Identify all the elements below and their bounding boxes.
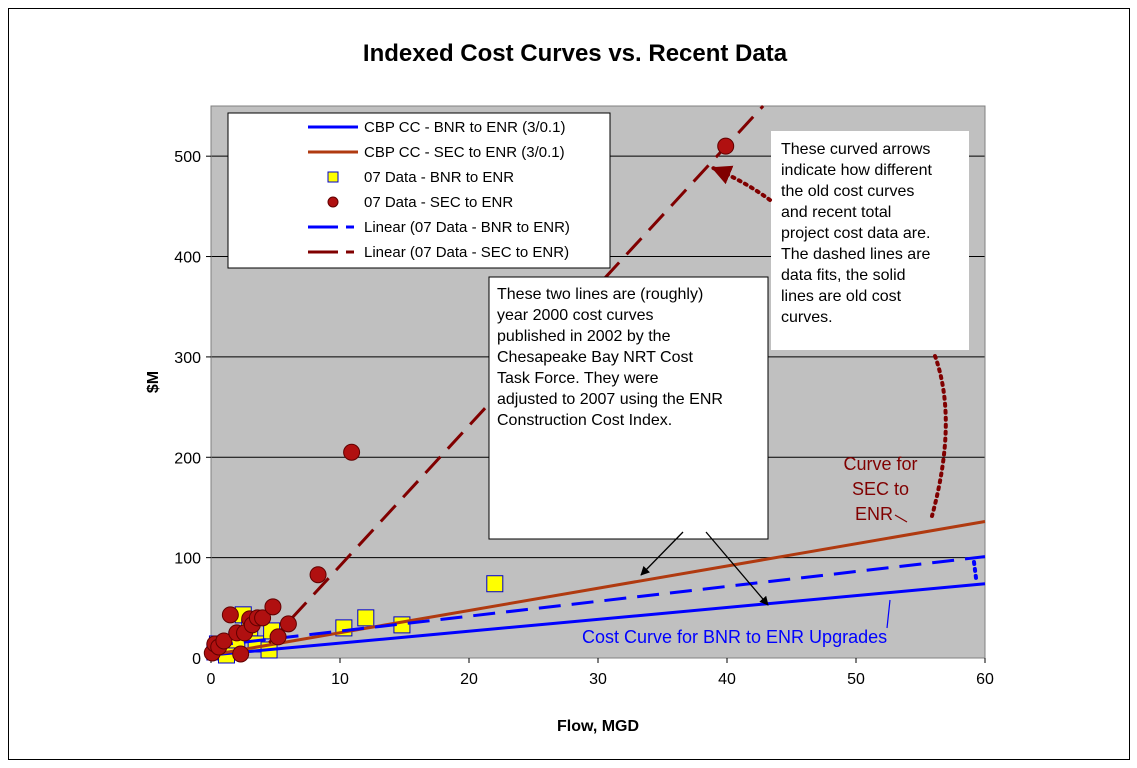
sec-curve-label-line: ENR (855, 504, 893, 524)
legend-item: 07 Data - SEC to ENR (327, 194, 513, 211)
series-sec-points (203, 137, 735, 663)
legend-label: 07 Data - BNR to ENR (364, 169, 514, 186)
task-force-note-line: Chesapeake Bay NRT Cost (497, 349, 694, 366)
y-tick-label: 100 (174, 551, 201, 568)
legend-label: 07 Data - SEC to ENR (364, 194, 513, 211)
data-point (343, 443, 361, 461)
data-point (309, 566, 327, 584)
series-line (210, 520, 986, 657)
x-tick-label: 30 (589, 671, 607, 688)
data-point (232, 645, 250, 663)
axis-ticks: 0 100 200 300 400 500 0 10 20 30 40 50 60 (174, 149, 994, 688)
x-tick-label: 40 (718, 671, 736, 688)
arrow-note-line: project cost data are. (781, 225, 930, 242)
legend (227, 112, 611, 269)
curved-arrow-bnr (972, 560, 978, 580)
sec-curve-label: Curve for SEC to ENR (843, 454, 922, 524)
y-axis-label: $M (145, 371, 162, 393)
data-point (264, 598, 282, 616)
y-tick-label: 200 (174, 450, 201, 467)
y-tick-label: 0 (192, 651, 201, 668)
arrow-note-line: The dashed lines are (781, 246, 931, 263)
series-line (210, 582, 986, 657)
arrow-note-box (771, 131, 969, 350)
sec-label-tick (894, 514, 908, 523)
x-tick-label: 20 (460, 671, 478, 688)
arrow-note-line: and recent total (781, 204, 891, 221)
x-tick-label: 10 (331, 671, 349, 688)
task-force-note-box (488, 276, 769, 540)
arrow-note: These curved arrows indicate how differe… (781, 141, 936, 326)
curved-arrow-sec (930, 354, 948, 518)
legend-label: CBP CC - BNR to ENR (3/0.1) (364, 119, 565, 136)
data-point (221, 606, 239, 624)
sec-curve-label-line: SEC to (852, 479, 909, 499)
x-tick-label: 0 (207, 671, 216, 688)
y-tick-label: 300 (174, 350, 201, 367)
legend-item: Linear (07 Data - BNR to ENR) (308, 219, 570, 236)
task-force-note-line: Construction Cost Index. (497, 412, 672, 429)
task-force-note-line: These two lines are (roughly) (497, 286, 703, 303)
bnr-curve-label: Cost Curve for BNR to ENR Upgrades (582, 627, 887, 647)
pointer-arrow-sec (640, 531, 684, 576)
data-point (269, 628, 287, 646)
data-point (279, 615, 297, 633)
y-tick-label: 400 (174, 250, 201, 267)
arrow-note-line: data fits, the solid (781, 267, 906, 284)
legend-item: CBP CC - BNR to ENR (3/0.1) (308, 119, 565, 136)
data-point (254, 609, 272, 627)
series-segment (210, 520, 986, 657)
legend-items: CBP CC - BNR to ENR (3/0.1) CBP CC - SEC … (308, 119, 570, 261)
task-force-note-line: adjusted to 2007 using the ENR (497, 391, 723, 408)
legend-swatch (327, 196, 339, 208)
legend-label: Linear (07 Data - BNR to ENR) (364, 219, 570, 236)
pointer-arrow-bnr (705, 531, 769, 606)
task-force-note-line: published in 2002 by the (497, 328, 671, 345)
chart-title: Indexed Cost Curves vs. Recent Data (363, 40, 788, 67)
data-point (717, 137, 735, 155)
legend-item: Linear (07 Data - SEC to ENR) (308, 244, 569, 261)
arrow-note-line: the old cost curves (781, 183, 914, 200)
y-tick-label: 500 (174, 149, 201, 166)
arrow-note-line: lines are old cost (781, 288, 902, 305)
arrow-note-line: curves. (781, 309, 833, 326)
task-force-note-line: Task Force. They were (497, 370, 659, 387)
data-point (486, 575, 504, 593)
series-segment (210, 582, 986, 657)
task-force-note: These two lines are (roughly) year 2000 … (497, 286, 727, 429)
x-axis-label: Flow, MGD (557, 718, 639, 735)
data-point (215, 632, 233, 650)
sec-curve-label-line: Curve for (843, 454, 917, 474)
bnr-label-tick (886, 599, 891, 629)
legend-label: CBP CC - SEC to ENR (3/0.1) (364, 144, 565, 161)
data-point (357, 609, 375, 627)
curved-arrow-upper (711, 165, 772, 202)
legend-swatch (327, 171, 339, 183)
legend-label: Linear (07 Data - SEC to ENR) (364, 244, 569, 261)
legend-item: CBP CC - SEC to ENR (3/0.1) (308, 144, 565, 161)
arrow-note-line: These curved arrows (781, 141, 930, 158)
task-force-note-line: year 2000 cost curves (497, 307, 654, 324)
x-tick-label: 50 (847, 671, 865, 688)
arrow-note-line: indicate how different (781, 162, 932, 179)
x-tick-label: 60 (976, 671, 994, 688)
legend-item: 07 Data - BNR to ENR (327, 169, 514, 186)
